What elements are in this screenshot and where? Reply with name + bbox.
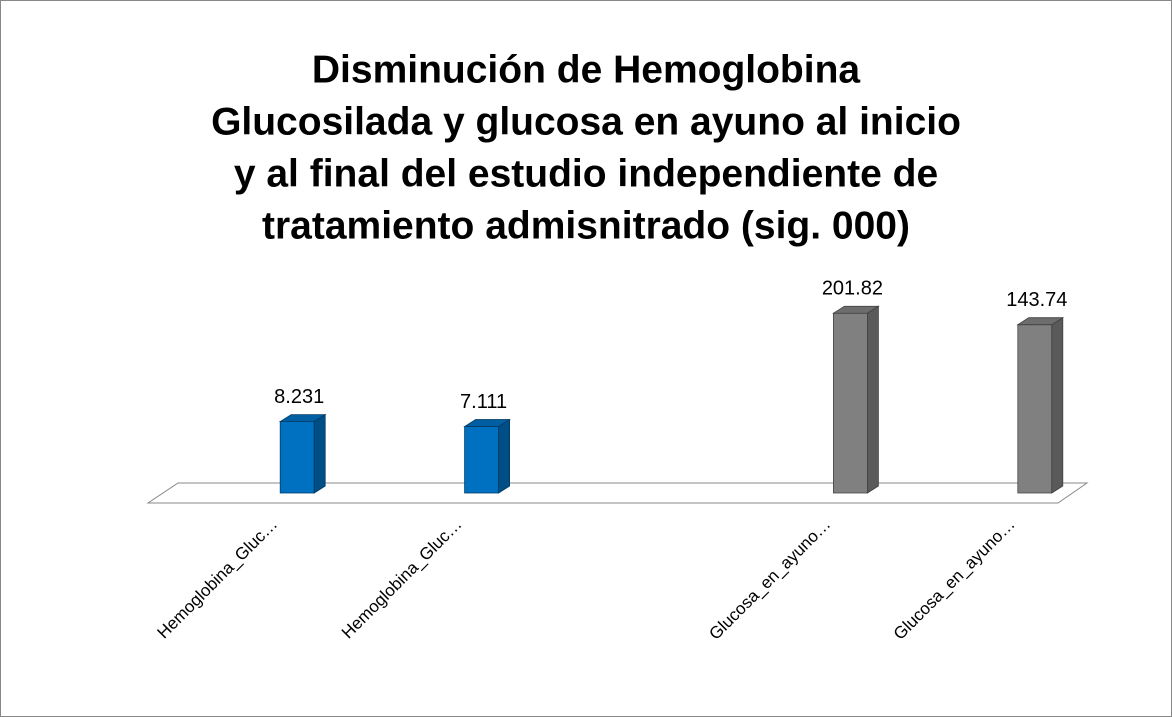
bar-side <box>313 413 326 494</box>
chart-title: Disminución de Hemoglobina <box>312 48 861 91</box>
bar <box>832 305 880 494</box>
value-label: 7.111 <box>460 391 507 413</box>
bar-front <box>279 421 315 494</box>
bar-front <box>1017 324 1053 494</box>
bar-side <box>867 305 879 494</box>
bar-top <box>278 414 327 422</box>
value-label: 8.231 <box>274 386 324 408</box>
bar-side <box>1051 316 1064 494</box>
bar-top <box>463 419 511 427</box>
bar-front <box>833 312 868 494</box>
value-label: 143.74 <box>1006 289 1067 311</box>
bar <box>1016 316 1065 494</box>
bar-top <box>832 305 880 314</box>
bar <box>278 413 327 494</box>
chart-title: Glucosilada y glucosa en ayuno al inicio <box>211 100 961 143</box>
value-label: 201.82 <box>822 277 883 299</box>
chart-title: tratamiento admisnitrado (sig. 000) <box>262 204 910 247</box>
bar <box>463 418 511 494</box>
bar-side <box>498 418 511 494</box>
bar-top <box>1016 317 1065 326</box>
chart-title: y al final del estudio independiente de <box>234 152 938 195</box>
bar-front <box>464 426 500 494</box>
